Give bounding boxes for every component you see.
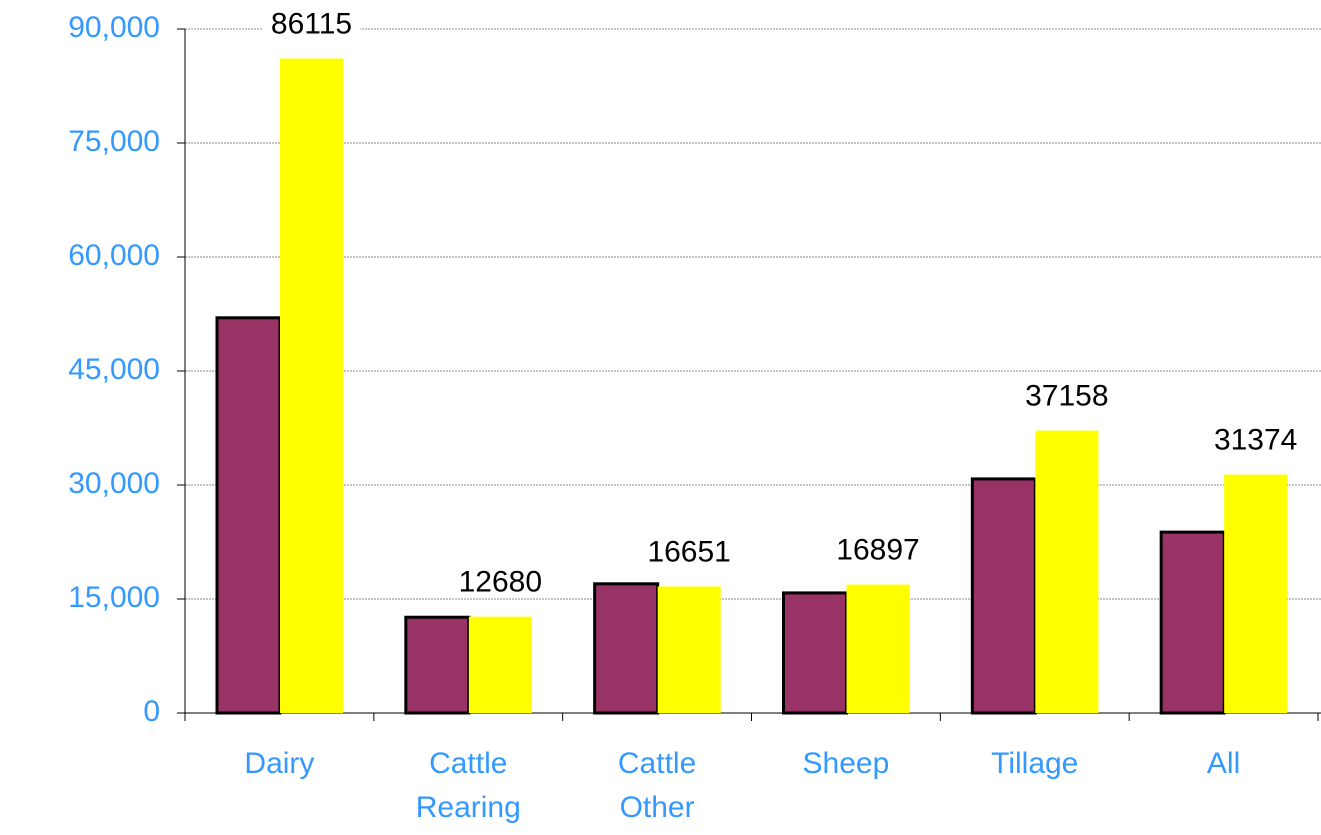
x-tick-label-line: Cattle bbox=[618, 747, 696, 780]
bar bbox=[782, 591, 848, 715]
bar bbox=[215, 316, 282, 715]
value-label: 31374 bbox=[1214, 423, 1297, 456]
value-label-bg bbox=[262, 7, 361, 41]
y-tick-label: 90,000 bbox=[68, 11, 160, 44]
x-tick-label: Dairy bbox=[244, 747, 314, 780]
y-tick-label: 0 bbox=[143, 695, 160, 728]
x-tick-label: Tillage bbox=[991, 747, 1078, 780]
y-tick-label: 60,000 bbox=[68, 239, 160, 272]
value-label: 16651 bbox=[647, 535, 730, 568]
x-tick-label: Cattle Other bbox=[618, 747, 696, 824]
y-tick-label: 45,000 bbox=[68, 353, 160, 386]
bar bbox=[846, 584, 910, 713]
bar bbox=[280, 58, 343, 713]
x-tick-label-line: Other bbox=[620, 791, 695, 824]
grid bbox=[185, 28, 1321, 600]
bar bbox=[1035, 430, 1099, 713]
value-label-bg bbox=[828, 533, 928, 567]
value-label: 12680 bbox=[459, 566, 542, 599]
bar bbox=[404, 615, 471, 715]
value-label-bg bbox=[1017, 379, 1117, 413]
value-label-bg bbox=[450, 565, 551, 599]
value-label: 86115 bbox=[271, 7, 352, 40]
value-label-bg bbox=[1205, 423, 1306, 457]
bar bbox=[657, 586, 721, 713]
x-tick-label: All bbox=[1207, 747, 1240, 780]
bar bbox=[593, 582, 660, 715]
value-label: 37158 bbox=[1025, 380, 1108, 413]
bar bbox=[468, 616, 532, 713]
value-label: 16897 bbox=[836, 534, 919, 567]
bar bbox=[970, 477, 1037, 715]
bar bbox=[1159, 530, 1226, 715]
bar bbox=[1224, 474, 1288, 713]
x-tick-label: Cattle Rearing bbox=[416, 747, 521, 824]
x-tick-label: Sheep bbox=[803, 747, 890, 780]
x-tick-label-line: Rearing bbox=[416, 791, 521, 824]
value-label-bg bbox=[639, 535, 739, 569]
y-tick-label: 75,000 bbox=[68, 125, 160, 158]
y-tick-label: 30,000 bbox=[68, 467, 160, 500]
y-tick-label: 15,000 bbox=[68, 581, 160, 614]
x-tick-label-line: Cattle bbox=[429, 747, 507, 780]
